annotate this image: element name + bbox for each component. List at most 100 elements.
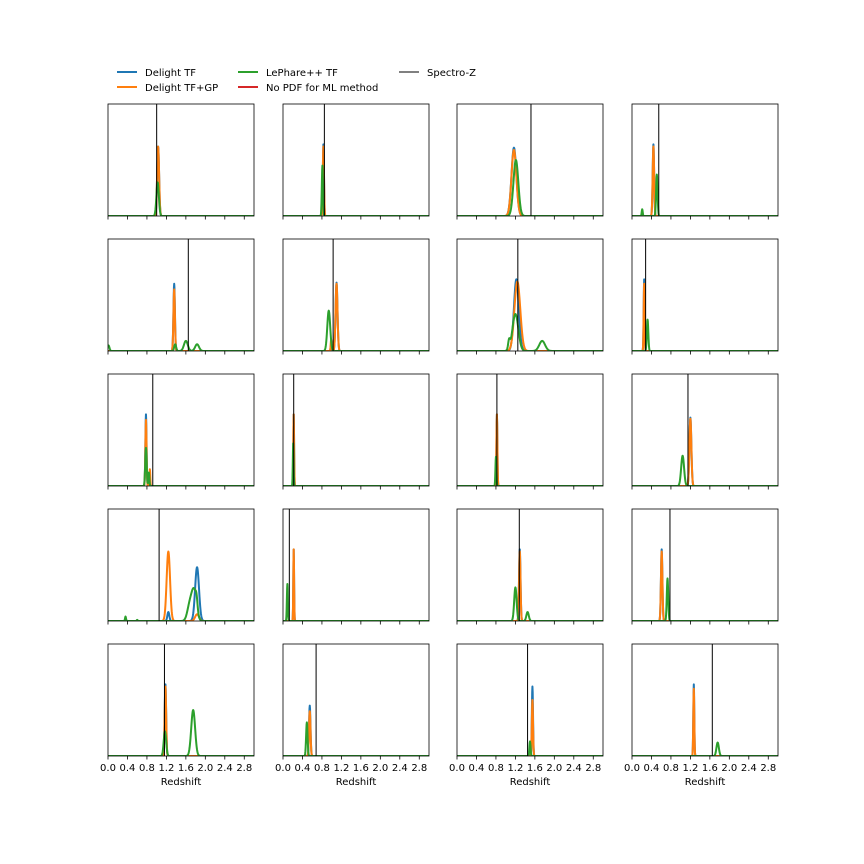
- x-tick-label: 2.8: [760, 763, 776, 774]
- series-delight-tf: [457, 548, 603, 621]
- series-delight-tf-gp: [632, 145, 778, 216]
- series-delight-tf: [457, 278, 603, 351]
- series-lephare-tf: [632, 173, 778, 216]
- panel-frame: [456, 373, 604, 487]
- series-delight-tf-gp: [108, 145, 254, 216]
- x-tick-label: 0.0: [275, 763, 291, 774]
- series-lephare-tf: [632, 318, 778, 351]
- series-lephare-tf: [457, 159, 603, 216]
- x-axis-label: Redshift: [161, 777, 202, 788]
- legend-entry-delight-tf-gp: Delight TF+GP: [117, 83, 218, 94]
- series-lephare-tf: [283, 442, 429, 486]
- series-lephare-tf: [108, 446, 254, 486]
- x-tick-label: 0.4: [644, 763, 660, 774]
- series-delight-tf: [632, 416, 778, 486]
- panel-5-1: 0.0 0.4 0.8 1.2 1.6 2.0 2.4 2.8 Redshift: [100, 643, 255, 788]
- legend-label: Spectro-Z: [427, 68, 476, 79]
- panel-1-2: [282, 103, 430, 220]
- series-delight-tf: [108, 145, 254, 216]
- series-delight-tf-gp: [283, 548, 429, 621]
- series-delight-tf: [283, 548, 429, 621]
- series-delight-tf-gp: [632, 550, 778, 621]
- x-tick-label: 0.4: [295, 763, 311, 774]
- series-delight-tf-gp: [283, 413, 429, 486]
- series-delight-tf: [108, 282, 254, 351]
- x-tick-label: 2.8: [236, 763, 252, 774]
- legend-label: LePhare++ TF: [266, 68, 338, 79]
- series-delight-tf: [632, 683, 778, 756]
- panel-4-4: [631, 508, 779, 625]
- series-delight-tf-gp: [632, 282, 778, 351]
- x-tick-label: 2.8: [585, 763, 601, 774]
- x-tick-label: 2.0: [546, 763, 562, 774]
- panel-frame: [107, 103, 255, 217]
- series-delight-tf: [108, 566, 254, 621]
- panel-3-2: [282, 373, 430, 490]
- series-delight-tf: [108, 413, 254, 486]
- legend: Delight TF Delight TF+GP LePhare++ TF No PD…: [117, 68, 476, 94]
- x-axis-label: Redshift: [685, 777, 726, 788]
- series-lephare-tf: [283, 721, 429, 756]
- x-axis-label: Redshift: [336, 777, 377, 788]
- panel-frame: [456, 238, 604, 352]
- series-delight-tf-gp: [632, 687, 778, 756]
- series-delight-tf-gp: [108, 550, 254, 621]
- panel-frame: [282, 373, 430, 487]
- legend-entry-spectro-z: Spectro-Z: [399, 68, 476, 79]
- panel-frame: [282, 508, 430, 622]
- legend-label: Delight TF: [145, 68, 196, 79]
- x-tick-label: 1.6: [702, 763, 718, 774]
- series-delight-tf: [108, 683, 254, 756]
- x-tick-label: 0.0: [449, 763, 465, 774]
- panel-frame: [282, 238, 430, 352]
- x-tick-label: 0.0: [100, 763, 116, 774]
- x-tick-label: 2.4: [217, 763, 233, 774]
- x-tick-label: 1.2: [682, 763, 698, 774]
- x-tick-label: 0.8: [139, 763, 155, 774]
- series-delight-tf-gp: [632, 417, 778, 486]
- panel-2-3: [456, 238, 604, 355]
- panel-frame: [107, 643, 255, 757]
- panel-frame: [456, 643, 604, 757]
- series-delight-tf-gp: [108, 288, 254, 351]
- series-lephare-tf: [108, 709, 254, 756]
- panel-4-1: [107, 508, 255, 625]
- panel-frame: [631, 508, 779, 622]
- x-tick-label: 1.6: [353, 763, 369, 774]
- panel-frame: [282, 643, 430, 757]
- x-tick-label: 1.2: [158, 763, 174, 774]
- panel-2-1: [107, 238, 255, 355]
- series-lephare-tf: [457, 740, 603, 756]
- series-delight-tf: [283, 413, 429, 486]
- x-tick-label: 0.8: [314, 763, 330, 774]
- series-delight-tf-gp: [457, 413, 603, 486]
- legend-entry-delight-tf: Delight TF: [117, 68, 196, 79]
- legend-entry-no-pdf-for-ml-method: No PDF for ML method: [238, 83, 378, 94]
- panel-frame: [107, 508, 255, 622]
- series-delight-tf-gp: [283, 145, 429, 216]
- panel-frame: [107, 238, 255, 352]
- x-tick-label: 1.6: [527, 763, 543, 774]
- series-delight-tf: [283, 281, 429, 351]
- series-delight-tf: [632, 548, 778, 621]
- panel-4-2: [282, 508, 430, 625]
- panel-5-2: 0.0 0.4 0.8 1.2 1.6 2.0 2.4 2.8 Redshift: [275, 643, 430, 788]
- series-delight-tf: [632, 278, 778, 351]
- series-delight-tf: [457, 146, 603, 216]
- x-tick-label: 1.6: [178, 763, 194, 774]
- panel-3-3: [456, 373, 604, 490]
- x-axis-label: Redshift: [510, 777, 551, 788]
- x-tick-label: 0.4: [469, 763, 485, 774]
- x-tick-label: 2.8: [411, 763, 427, 774]
- panel-frame: [456, 508, 604, 622]
- panel-5-4: 0.0 0.4 0.8 1.2 1.6 2.0 2.4 2.8 Redshift: [624, 643, 779, 788]
- panel-frame: [631, 238, 779, 352]
- series-delight-tf: [457, 413, 603, 486]
- panel-frame: [631, 103, 779, 217]
- series-lephare-tf: [108, 339, 254, 351]
- series-delight-tf-gp: [283, 282, 429, 351]
- panel-frame: [631, 373, 779, 487]
- legend-label: No PDF for ML method: [266, 83, 378, 94]
- x-tick-label: 0.8: [488, 763, 504, 774]
- series-lephare-tf: [108, 181, 254, 216]
